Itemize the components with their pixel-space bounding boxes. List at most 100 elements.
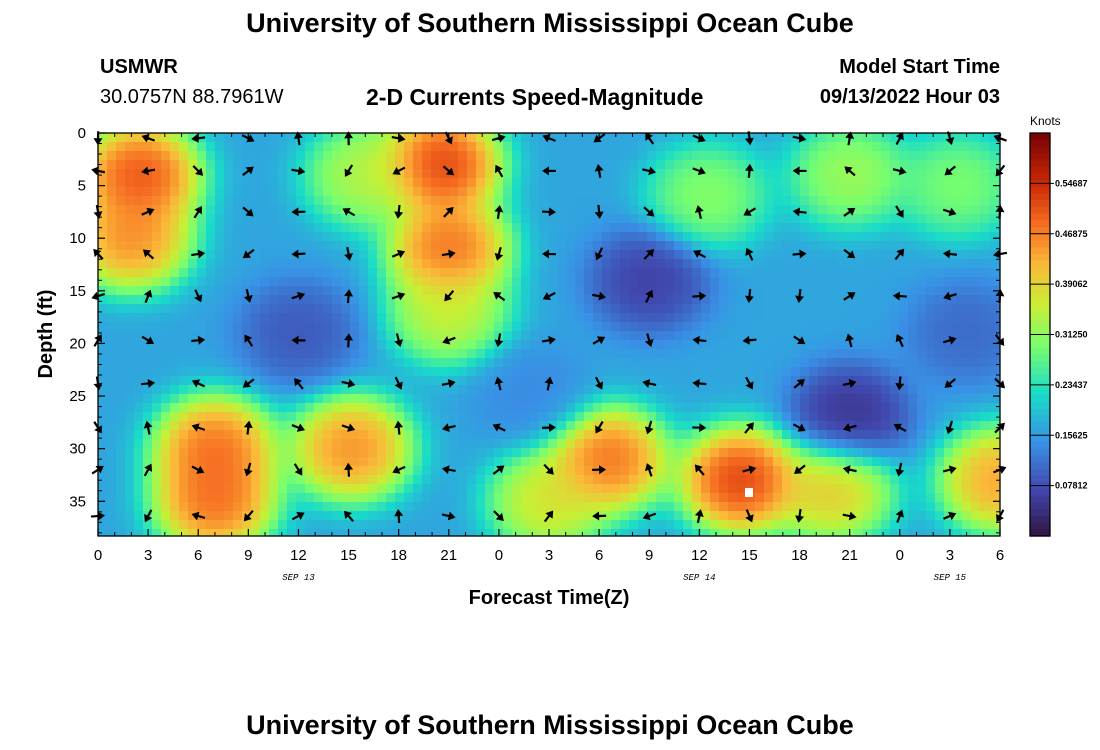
heat-cell	[836, 241, 846, 251]
heat-cell	[575, 151, 585, 161]
heat-cell	[431, 295, 441, 305]
heat-cell	[926, 286, 936, 296]
heat-cell	[125, 466, 135, 476]
heat-cell	[737, 142, 747, 152]
current-arrow	[595, 421, 604, 434]
heat-cell	[638, 259, 648, 269]
heat-cell	[971, 475, 981, 485]
heat-cell	[710, 259, 720, 269]
heat-cell	[116, 394, 126, 404]
heat-cell	[197, 511, 207, 521]
heat-cell	[98, 358, 108, 368]
heat-cell	[152, 349, 162, 359]
heat-cell	[935, 232, 945, 242]
heat-cell	[737, 484, 747, 494]
heat-cell	[107, 502, 117, 512]
heat-cell	[998, 178, 1001, 188]
heat-cell	[368, 520, 378, 530]
heat-cell	[305, 178, 315, 188]
heat-cell	[404, 187, 414, 197]
heat-cell	[503, 214, 513, 224]
heat-cell	[233, 241, 243, 251]
heat-cell	[692, 187, 702, 197]
heat-cell	[737, 367, 747, 377]
heat-cell	[719, 358, 729, 368]
heat-cell	[188, 286, 198, 296]
heat-cell	[134, 439, 144, 449]
heat-cell	[476, 169, 486, 179]
heat-cell	[566, 475, 576, 485]
heat-cell	[332, 241, 342, 251]
heat-cell	[791, 340, 801, 350]
heat-cell	[251, 223, 261, 233]
heat-cell	[458, 178, 468, 188]
heat-cell	[962, 133, 972, 143]
heat-cell	[845, 520, 855, 530]
heat-cell	[791, 169, 801, 179]
current-arrow	[191, 335, 206, 345]
heat-cell	[161, 475, 171, 485]
heat-cell	[980, 178, 990, 188]
heat-cell	[197, 376, 207, 386]
heat-cell	[458, 133, 468, 143]
heat-cell	[413, 529, 423, 537]
heat-cell	[521, 349, 531, 359]
heat-cell	[872, 376, 882, 386]
heat-cell	[782, 277, 792, 287]
heat-cell	[134, 241, 144, 251]
heat-cell	[134, 448, 144, 458]
heat-cell	[710, 160, 720, 170]
heat-cell	[566, 295, 576, 305]
heat-cell	[755, 466, 765, 476]
heat-cell	[584, 286, 594, 296]
heat-cell	[368, 133, 378, 143]
heat-cell	[773, 520, 783, 530]
heat-cell	[899, 205, 909, 215]
heat-cell	[692, 232, 702, 242]
heat-cell	[179, 214, 189, 224]
heat-cell	[134, 178, 144, 188]
heat-cell	[692, 493, 702, 503]
heat-cell	[710, 196, 720, 206]
heat-cell	[611, 385, 621, 395]
heat-cell	[431, 430, 441, 440]
heat-cell	[467, 358, 477, 368]
heat-cell	[125, 223, 135, 233]
heat-cell	[476, 367, 486, 377]
heat-cell	[125, 421, 135, 431]
heat-cell	[566, 448, 576, 458]
heat-cell	[359, 349, 369, 359]
heat-cell	[809, 331, 819, 341]
heat-cell	[224, 403, 234, 413]
heat-cell	[395, 268, 405, 278]
heat-cell	[872, 313, 882, 323]
heat-cell	[386, 412, 396, 422]
heat-cell	[620, 223, 630, 233]
heat-cell	[188, 295, 198, 305]
heat-cell	[971, 412, 981, 422]
heat-cell	[431, 421, 441, 431]
heat-cell	[665, 421, 675, 431]
heat-cell	[620, 322, 630, 332]
heat-cell	[773, 286, 783, 296]
heat-cell	[764, 457, 774, 467]
heat-cell	[908, 466, 918, 476]
heat-cell	[422, 349, 432, 359]
heat-cell	[755, 277, 765, 287]
heat-cell	[629, 250, 639, 260]
heat-cell	[935, 277, 945, 287]
heat-cell	[116, 268, 126, 278]
heat-cell	[161, 205, 171, 215]
heat-cell	[440, 178, 450, 188]
heat-cell	[143, 268, 153, 278]
heat-cell	[854, 304, 864, 314]
heat-cell	[521, 367, 531, 377]
heat-cell	[728, 205, 738, 215]
heat-cell	[539, 322, 549, 332]
heat-cell	[584, 484, 594, 494]
heat-cell	[575, 232, 585, 242]
heat-cell	[350, 493, 360, 503]
x-tick-label: 12	[290, 547, 307, 564]
heat-cell	[386, 457, 396, 467]
heat-cell	[674, 349, 684, 359]
